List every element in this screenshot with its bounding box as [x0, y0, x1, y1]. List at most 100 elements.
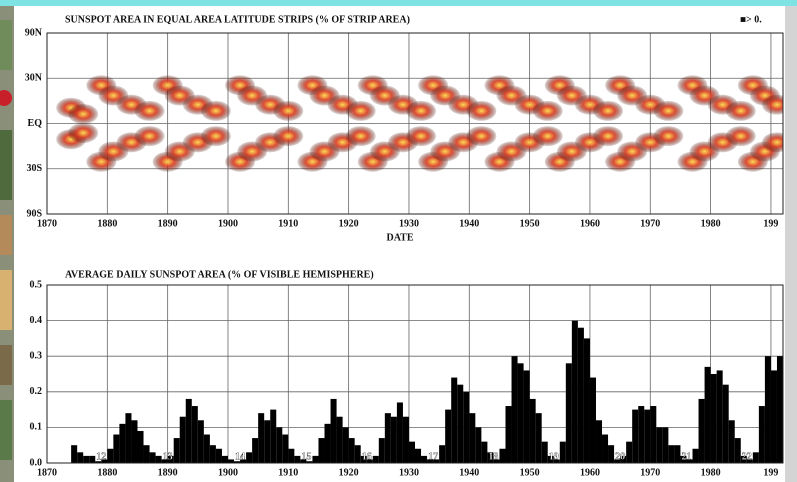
bar	[107, 449, 113, 463]
y-tick-label: 90S	[26, 208, 42, 219]
y-tick-label: 0.5	[30, 279, 43, 290]
bar	[445, 410, 451, 463]
bar	[481, 442, 487, 463]
sunspot-blob	[466, 101, 496, 121]
cycle-label: 17	[428, 451, 438, 462]
bar	[674, 445, 680, 463]
sunspot-blob	[201, 101, 231, 121]
sunspot-blob	[726, 126, 756, 146]
bar	[343, 427, 349, 463]
bar	[294, 456, 300, 463]
page: {"chart_data": [ {"type": "scatter", "ti…	[0, 0, 797, 482]
thumbnail	[0, 20, 12, 70]
x-tick-label: 1910	[278, 218, 298, 229]
cycle-label: 20	[615, 451, 625, 462]
y-tick-label: 0.3	[30, 350, 43, 361]
x-tick-label: 1880	[97, 218, 117, 229]
x-tick-label: 1900	[218, 218, 238, 229]
bar	[518, 363, 524, 463]
bar	[397, 402, 403, 463]
bar	[252, 438, 258, 463]
sunspot-blob	[135, 126, 165, 146]
top-banner	[0, 0, 797, 6]
cycle-label: 22	[742, 451, 752, 462]
y-tick-label: 30S	[26, 163, 42, 174]
cycle-label: 13	[163, 451, 173, 462]
x-tick-label: 1960	[580, 218, 600, 229]
x-tick-label: 199	[763, 218, 778, 229]
bar	[204, 435, 210, 463]
bar	[668, 445, 674, 463]
bar	[246, 452, 252, 463]
x-axis-label: DATE	[386, 232, 413, 243]
sunspot-blob	[726, 101, 756, 121]
bar	[150, 452, 156, 463]
cycle-label: 21	[681, 451, 691, 462]
screenshot: 1870188018901900191019201930194019501960…	[0, 0, 797, 482]
x-tick-label: 1950	[520, 467, 540, 478]
butterfly-chart: 1870188018901900191019201930194019501960…	[25, 14, 792, 243]
bar	[180, 417, 186, 463]
bar	[699, 399, 705, 463]
bar	[650, 406, 656, 463]
y-tick-label: 0.0	[30, 457, 43, 468]
sunspot-blob	[593, 101, 623, 121]
y-tick-label: 0.4	[30, 315, 43, 326]
bar	[759, 406, 765, 463]
sunspot-blob	[68, 123, 98, 143]
bar	[210, 445, 216, 463]
bar	[765, 356, 771, 463]
bar	[584, 338, 590, 463]
bar	[524, 370, 530, 463]
bar	[318, 438, 324, 463]
left-thumbnails	[0, 6, 14, 482]
bar	[198, 420, 204, 463]
thumbnail	[0, 270, 12, 330]
bar	[777, 356, 783, 463]
bar	[312, 456, 318, 463]
bar	[156, 456, 162, 463]
bar	[602, 435, 608, 463]
x-tick-label: 1870	[37, 467, 57, 478]
bar	[144, 445, 150, 463]
bar	[644, 410, 650, 463]
x-tick-label: 1960	[580, 467, 600, 478]
y-tick-label: 0.2	[30, 386, 43, 397]
bar	[717, 370, 723, 463]
x-tick-label: 1970	[640, 467, 660, 478]
bar	[771, 370, 777, 463]
bar	[77, 452, 83, 463]
thumbnail	[0, 130, 12, 200]
bar	[282, 435, 288, 463]
bar	[288, 449, 294, 463]
bar	[451, 378, 457, 463]
x-tick-label: 1920	[339, 218, 359, 229]
bar	[578, 328, 584, 463]
cycle-label: 15	[301, 451, 311, 462]
thumbnail	[0, 400, 12, 460]
bar	[693, 449, 699, 463]
bar	[662, 427, 668, 463]
x-tick-label: 199	[763, 467, 778, 478]
bar	[113, 435, 119, 463]
x-tick-label: 1950	[520, 218, 540, 229]
bar	[626, 442, 632, 463]
bar	[705, 367, 711, 463]
bar	[264, 420, 270, 463]
cycle-label: 18	[488, 451, 498, 462]
x-tick-label: 1980	[701, 218, 721, 229]
bar	[572, 321, 578, 463]
sunspot-blob	[406, 126, 436, 146]
bar	[415, 449, 421, 463]
bar	[608, 445, 614, 463]
bar	[385, 413, 391, 463]
cycle-label: 14	[235, 451, 245, 462]
sunspot-blob	[653, 126, 683, 146]
bar	[536, 413, 542, 463]
x-tick-label: 1900	[218, 467, 238, 478]
x-tick-label: 1880	[97, 467, 117, 478]
sunspot-blob	[533, 101, 563, 121]
sunspot-blob	[273, 126, 303, 146]
bar	[222, 456, 228, 463]
